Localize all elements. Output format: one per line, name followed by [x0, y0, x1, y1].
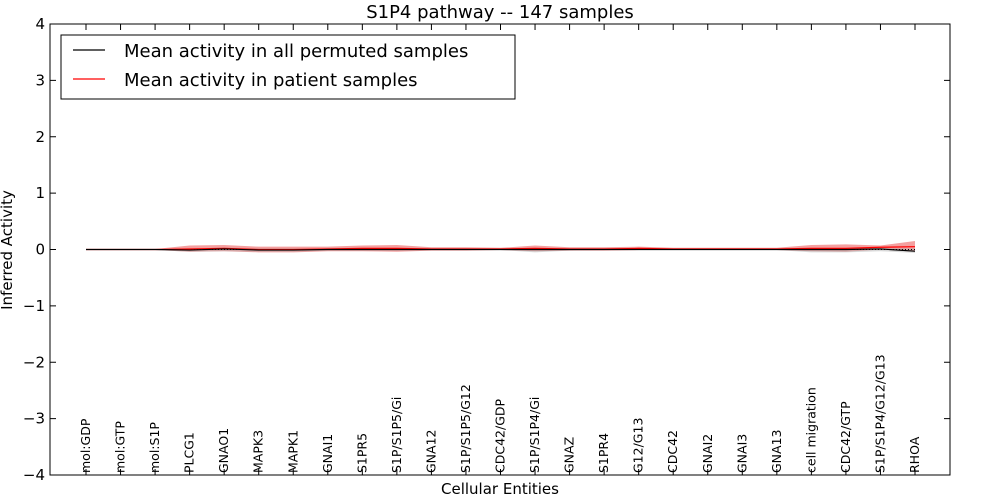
x-tick-label: S1P/S1P5/Gi	[389, 397, 404, 473]
y-tick-label: 4	[35, 15, 45, 33]
plot-area	[86, 241, 916, 253]
x-tick-label: CDC42/GDP	[493, 398, 508, 473]
y-tick-label: 3	[35, 71, 45, 89]
x-tick-label: CDC42	[665, 430, 680, 473]
legend: Mean activity in all permuted samples Me…	[60, 34, 516, 100]
x-tick-label: CDC42/GTP	[838, 401, 853, 473]
series-line-permuted	[86, 248, 916, 252]
y-tick-label: −4	[23, 466, 45, 484]
x-tick-label: S1PR5	[354, 433, 369, 473]
x-tick-label: S1P/S1P5/G12	[458, 384, 473, 473]
y-tick-label: −3	[23, 410, 45, 428]
x-tick-label: mol:GTP	[113, 421, 128, 473]
x-tick-label: G12/G13	[631, 418, 646, 473]
chart-title: S1P4 pathway -- 147 samples	[366, 2, 634, 23]
legend-frame	[60, 34, 516, 100]
y-tick-label: 0	[35, 241, 45, 259]
x-tick-label: GNAI1	[320, 434, 335, 473]
y-tick-label: −1	[23, 297, 45, 315]
y-tick-label: −2	[23, 353, 45, 371]
x-tick-label: GNA13	[769, 430, 784, 474]
y-axis-label: Inferred Activity	[0, 190, 16, 310]
x-tick-label: PLCG1	[182, 432, 197, 473]
x-tick-label: S1P/S1P4/Gi	[527, 397, 542, 473]
x-tick-label: S1P/S1P4/G12/G13	[872, 354, 887, 473]
x-tick-label: MAPK3	[251, 430, 266, 473]
legend-label-patient: Mean activity in patient samples	[124, 70, 418, 91]
x-tick-label: RHOA	[907, 436, 922, 473]
x-tick-label: GNAO1	[216, 428, 231, 473]
x-tick-label: MAPK1	[285, 430, 300, 473]
x-tick-label: mol:S1P	[147, 422, 162, 473]
x-tick-label: cell migration	[803, 387, 818, 473]
x-tick-label: S1PR4	[596, 433, 611, 473]
y-tick-label: 2	[35, 128, 45, 146]
y-tick-label: 1	[35, 184, 45, 202]
x-tick-label: GNA12	[423, 430, 438, 474]
x-axis: mol:GDP mol:GTP mol:S1P PLCG1 GNAO1 MAPK3 MAPK…	[78, 24, 922, 475]
x-tick-label: GNAI3	[734, 434, 749, 473]
x-tick-label: GNAI2	[700, 434, 715, 473]
x-axis-label: Cellular Entities	[441, 480, 559, 498]
y-axis: 4 3 2 1 0 −1 −2 −3 −4	[23, 15, 950, 484]
x-tick-label: GNAZ	[562, 437, 577, 473]
legend-label-permuted: Mean activity in all permuted samples	[124, 41, 468, 62]
x-tick-label: mol:GDP	[78, 418, 93, 473]
